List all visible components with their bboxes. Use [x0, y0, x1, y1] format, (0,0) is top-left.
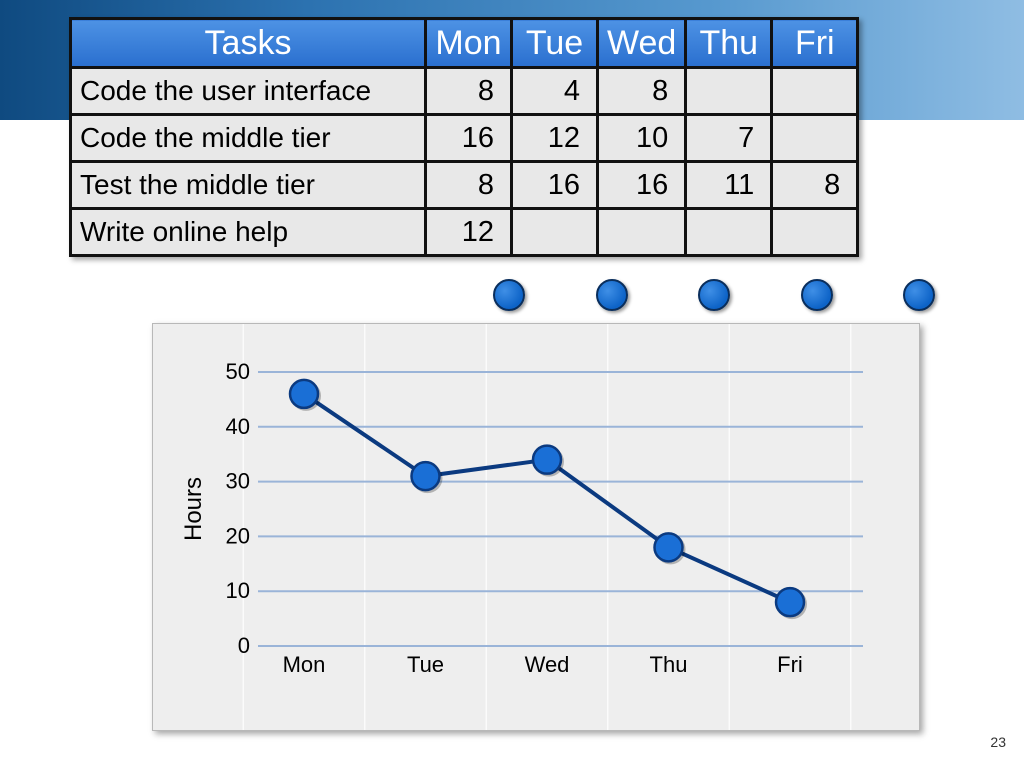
hours-cell: 16: [424, 113, 513, 163]
slide-number: 23: [990, 734, 1006, 750]
line-chart: 0 10 20 30 40 50 Hours Mon Tue Wed Thu Fri: [180, 324, 863, 730]
hours-cell: [510, 207, 599, 257]
hours-cell: 12: [424, 207, 513, 257]
table-row: Test the middle tier 8 16 16 11 8: [69, 160, 860, 210]
header-thu: Thu: [684, 17, 774, 69]
hours-cell: 16: [595, 160, 688, 210]
column-total-marker: [903, 279, 935, 311]
task-name: Code the middle tier: [69, 113, 427, 163]
hours-cell: 7: [684, 113, 774, 163]
column-total-marker: [801, 279, 833, 311]
y-axis-label: Hours: [180, 477, 207, 541]
hours-cell: [770, 113, 860, 163]
hours-cell: 8: [770, 160, 860, 210]
x-tick-label: Thu: [650, 652, 688, 677]
hours-cell: 16: [510, 160, 599, 210]
y-tick-label: 50: [226, 359, 250, 384]
task-name: Write online help: [69, 207, 427, 257]
task-table: Tasks Mon Tue Wed Thu Fri Code the user …: [69, 17, 860, 257]
task-name: Test the middle tier: [69, 160, 427, 210]
table-row: Write online help 12: [69, 207, 860, 257]
header-fri: Fri: [770, 17, 860, 69]
data-point: [288, 378, 320, 410]
header-wed: Wed: [595, 17, 688, 69]
header-tasks: Tasks: [69, 17, 427, 69]
data-point: [774, 586, 806, 618]
hours-cell: 8: [424, 160, 513, 210]
hours-cell: [595, 207, 688, 257]
column-total-marker: [596, 279, 628, 311]
column-total-marker: [493, 279, 525, 311]
table-header-row: Tasks Mon Tue Wed Thu Fri: [69, 17, 860, 69]
hours-cell: 8: [424, 66, 513, 116]
hours-cell: 4: [510, 66, 599, 116]
data-point: [653, 532, 684, 563]
x-tick-label: Fri: [777, 652, 803, 677]
hours-cell: [684, 66, 774, 116]
header-tue: Tue: [510, 17, 599, 69]
y-tick-label: 20: [226, 523, 250, 548]
series-line: [302, 392, 791, 604]
table-row: Code the middle tier 16 12 10 7: [69, 113, 860, 163]
hours-cell: 11: [684, 160, 774, 210]
chart-panel: 0 10 20 30 40 50 Hours Mon Tue Wed Thu Fri: [152, 323, 920, 731]
hours-cell: 8: [595, 66, 688, 116]
hours-cell: 12: [510, 113, 599, 163]
y-tick-label: 0: [238, 633, 250, 658]
task-name: Code the user interface: [69, 66, 427, 116]
data-point: [531, 444, 563, 475]
hours-cell: 10: [595, 113, 688, 163]
table-row: Code the user interface 8 4 8: [69, 66, 860, 116]
hours-cell: [770, 66, 860, 116]
x-tick-label: Wed: [525, 652, 570, 677]
y-tick-label: 10: [226, 578, 250, 603]
column-total-marker: [698, 279, 730, 311]
x-tick-label: Tue: [407, 652, 444, 677]
hours-cell: [770, 207, 860, 257]
hours-cell: [684, 207, 774, 257]
y-tick-label: 30: [226, 469, 250, 494]
x-tick-label: Mon: [283, 652, 326, 677]
y-tick-label: 40: [226, 414, 250, 439]
data-point: [410, 460, 441, 492]
header-mon: Mon: [424, 17, 513, 69]
